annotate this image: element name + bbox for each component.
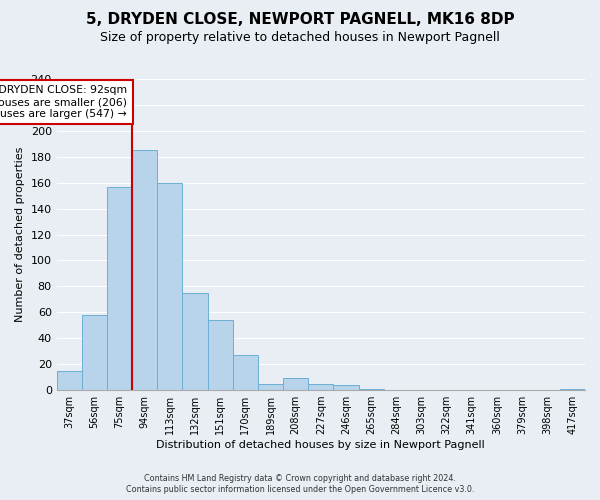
Bar — [82, 315, 107, 390]
Text: Size of property relative to detached houses in Newport Pagnell: Size of property relative to detached ho… — [100, 31, 500, 44]
Bar — [182, 293, 208, 390]
Bar — [208, 320, 233, 390]
Text: 5, DRYDEN CLOSE, NEWPORT PAGNELL, MK16 8DP: 5, DRYDEN CLOSE, NEWPORT PAGNELL, MK16 8… — [86, 12, 514, 28]
Bar — [560, 389, 585, 390]
Bar — [56, 370, 82, 390]
Bar — [233, 355, 258, 390]
Bar — [107, 186, 132, 390]
Text: Contains HM Land Registry data © Crown copyright and database right 2024.
Contai: Contains HM Land Registry data © Crown c… — [126, 474, 474, 494]
Y-axis label: Number of detached properties: Number of detached properties — [15, 147, 25, 322]
X-axis label: Distribution of detached houses by size in Newport Pagnell: Distribution of detached houses by size … — [157, 440, 485, 450]
Bar — [359, 389, 384, 390]
Bar — [334, 385, 359, 390]
Bar — [283, 378, 308, 390]
Bar — [132, 150, 157, 390]
Bar — [157, 182, 182, 390]
Text: 5 DRYDEN CLOSE: 92sqm
← 27% of detached houses are smaller (206)
73% of semi-det: 5 DRYDEN CLOSE: 92sqm ← 27% of detached … — [0, 86, 127, 118]
Bar — [308, 384, 334, 390]
Bar — [258, 384, 283, 390]
